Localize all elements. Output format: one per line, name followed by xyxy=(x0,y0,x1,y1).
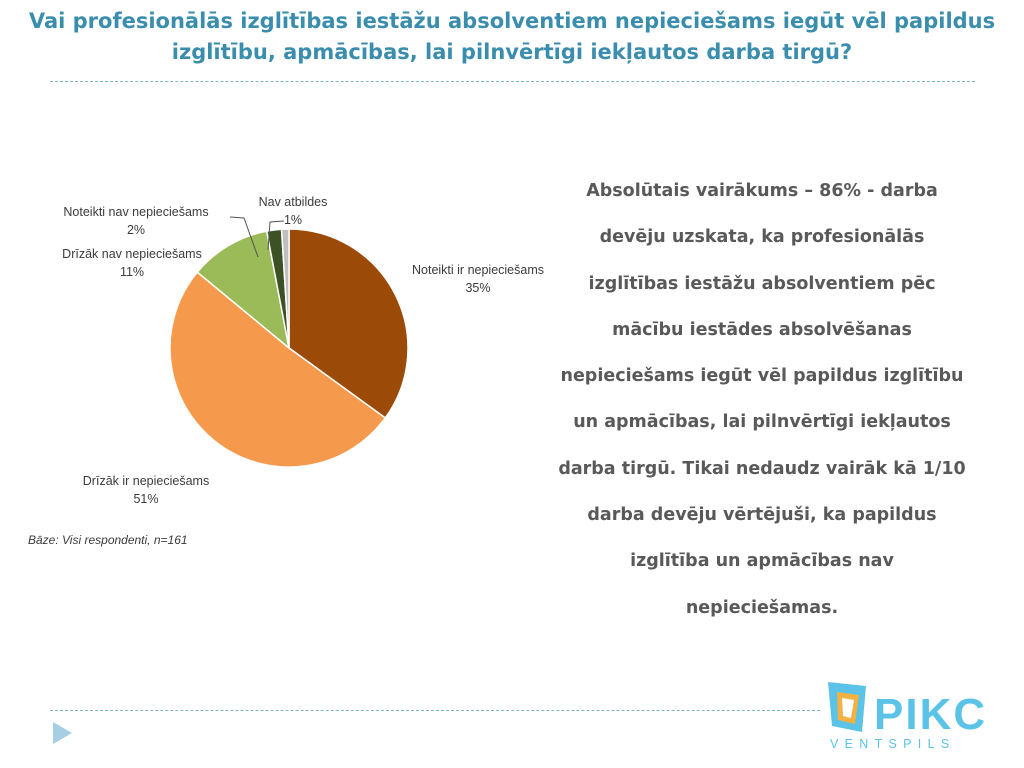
pikc-logo: PIKC VENTSPILS xyxy=(828,682,987,751)
slice-label-noteikti-nav-nepieciesams: Noteikti nav nepieciešams xyxy=(63,205,208,219)
pie-slice-drizak-nav-nepieciesams xyxy=(196,230,291,350)
slice-label-nav-atbildes: Nav atbildes xyxy=(259,195,328,209)
slice-percent-drizak-nav-nepieciesams: 11% xyxy=(120,265,144,279)
slide-title: Vai profesionālās izglītības iestāžu abs… xyxy=(28,9,996,64)
top-divider xyxy=(50,81,975,82)
leader-line-nav-atbildes xyxy=(267,220,285,251)
play-arrow-icon[interactable] xyxy=(53,722,72,744)
slice-percent-drizak-ir-nepieciesams: 51% xyxy=(133,492,158,506)
slice-percent-nav-atbildes: 1% xyxy=(284,213,302,227)
base-note: Bāze: Visi respondenti, n=161 xyxy=(28,533,188,547)
pie-slice-noteikti-ir-nepieciesams xyxy=(288,228,409,419)
pie-slice-nav-atbildes xyxy=(280,228,290,349)
slice-label-drizak-nav-nepieciesams: Drīzāk nav nepieciešams xyxy=(62,247,202,261)
pie-slice-drizak-ir-nepieciesams xyxy=(169,271,387,468)
leader-line-noteikti-nav-nepieciesams xyxy=(229,216,259,258)
slice-percent-noteikti-nav-nepieciesams: 2% xyxy=(127,223,145,237)
pikc-logo-mark-icon xyxy=(828,682,866,732)
pie-chart: Noteikti ir nepieciešams 35% Drīzāk ir nep… xyxy=(62,195,544,506)
slice-label-drizak-ir-nepieciesams: Drīzāk ir nepieciešams xyxy=(83,474,209,488)
slice-label-noteikti-ir-nepieciesams: Noteikti ir nepieciešams xyxy=(412,263,544,277)
summary-text: Absolūtais vairākums – 86% - darba devēj… xyxy=(558,181,966,618)
bottom-divider xyxy=(50,710,820,711)
slice-percent-noteikti-ir-nepieciesams: 35% xyxy=(465,281,490,295)
logo-subtext: VENTSPILS xyxy=(830,737,955,751)
logo-text: PIKC xyxy=(874,690,987,739)
